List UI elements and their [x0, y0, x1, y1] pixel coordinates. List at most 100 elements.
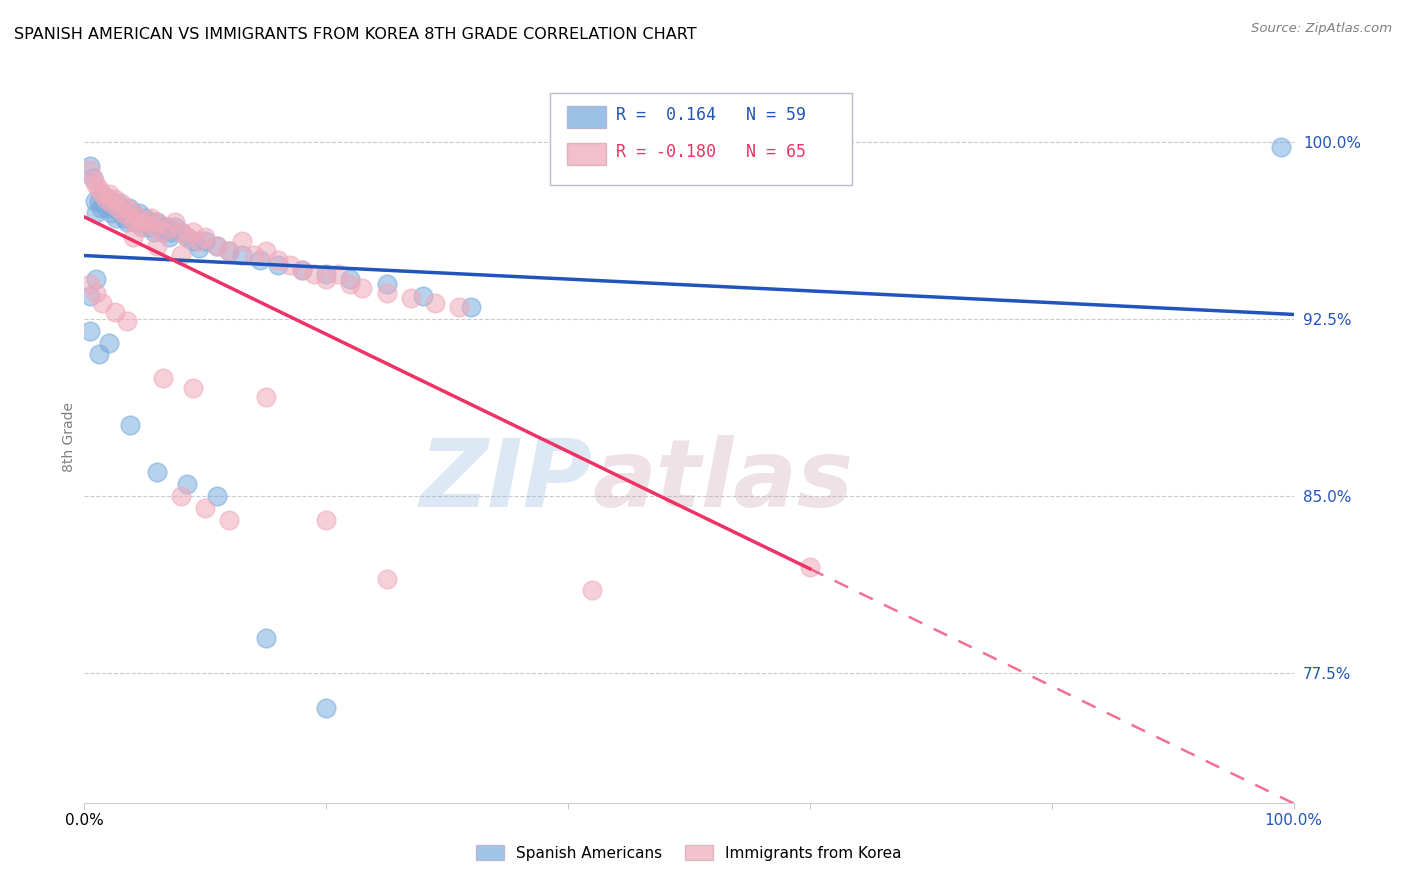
Point: [103, 196, 125, 211]
Text: Source: ZipAtlas.com: Source: ZipAtlas.com: [1251, 22, 1392, 36]
Point: [128, 211, 150, 225]
Point: [124, 215, 146, 229]
Legend: Spanish Americans, Immigrants from Korea: Spanish Americans, Immigrants from Korea: [468, 837, 910, 868]
Point: [231, 234, 253, 248]
Point: [143, 220, 166, 235]
FancyBboxPatch shape: [567, 106, 606, 128]
Point: [188, 241, 211, 255]
Point: [79, 159, 101, 173]
Point: [291, 262, 314, 277]
Point: [110, 196, 132, 211]
Point: [86, 206, 108, 220]
Point: [104, 305, 127, 319]
Text: R =  0.164   N = 59: R = 0.164 N = 59: [616, 106, 807, 124]
Point: [170, 248, 193, 262]
Point: [207, 239, 229, 253]
Point: [157, 229, 180, 244]
Point: [375, 572, 398, 586]
FancyBboxPatch shape: [550, 94, 852, 185]
Point: [423, 295, 446, 310]
Point: [218, 513, 240, 527]
Point: [115, 314, 138, 328]
Point: [352, 281, 374, 295]
Point: [97, 335, 120, 350]
Point: [115, 201, 138, 215]
Point: [165, 220, 187, 235]
Point: [194, 500, 217, 515]
Point: [107, 196, 129, 211]
Point: [104, 201, 127, 215]
Point: [114, 206, 136, 220]
Point: [143, 225, 166, 239]
Point: [170, 489, 193, 503]
Point: [165, 215, 187, 229]
Point: [267, 253, 290, 268]
Point: [315, 272, 337, 286]
Point: [86, 286, 108, 301]
Point: [104, 192, 127, 206]
Point: [581, 583, 603, 598]
Point: [97, 192, 120, 206]
Point: [339, 272, 361, 286]
Point: [231, 248, 253, 262]
Text: SPANISH AMERICAN VS IMMIGRANTS FROM KOREA 8TH GRADE CORRELATION CHART: SPANISH AMERICAN VS IMMIGRANTS FROM KORE…: [14, 27, 697, 42]
Point: [449, 301, 471, 315]
Point: [94, 201, 117, 215]
Point: [94, 192, 117, 206]
Point: [83, 173, 105, 187]
Point: [79, 324, 101, 338]
Point: [111, 201, 134, 215]
Point: [91, 187, 114, 202]
Point: [1270, 140, 1292, 154]
Point: [181, 234, 204, 248]
Point: [107, 201, 129, 215]
Point: [79, 288, 101, 302]
Point: [375, 286, 398, 301]
Point: [97, 187, 120, 202]
Point: [87, 194, 110, 208]
Point: [131, 220, 153, 235]
Point: [176, 229, 198, 244]
Point: [121, 206, 143, 220]
Point: [125, 211, 148, 225]
Point: [181, 380, 204, 394]
Point: [87, 347, 110, 361]
Point: [176, 229, 198, 244]
Point: [146, 215, 169, 229]
Point: [86, 272, 108, 286]
Point: [207, 239, 229, 253]
Point: [799, 559, 821, 574]
Point: [112, 211, 135, 225]
Point: [91, 187, 114, 202]
Point: [207, 489, 229, 503]
Point: [152, 225, 174, 239]
Point: [375, 277, 398, 291]
Point: [128, 206, 150, 220]
Point: [86, 178, 108, 192]
Point: [134, 211, 156, 225]
Y-axis label: 8th Grade: 8th Grade: [62, 402, 76, 472]
FancyBboxPatch shape: [567, 143, 606, 165]
Point: [155, 220, 177, 235]
Point: [188, 234, 211, 248]
Point: [267, 258, 290, 272]
Point: [254, 244, 277, 258]
Point: [120, 211, 142, 225]
Point: [170, 225, 193, 239]
Point: [194, 234, 217, 248]
Point: [131, 220, 153, 235]
Point: [146, 239, 169, 253]
Point: [112, 206, 135, 220]
Text: R = -0.180   N = 65: R = -0.180 N = 65: [616, 143, 807, 161]
Point: [181, 225, 204, 239]
Point: [254, 390, 277, 404]
Point: [129, 215, 152, 229]
Point: [104, 211, 127, 225]
Point: [339, 277, 361, 291]
Point: [122, 215, 145, 229]
Point: [136, 215, 159, 229]
Point: [157, 220, 180, 235]
Point: [138, 220, 160, 235]
Point: [120, 418, 142, 433]
Point: [134, 215, 156, 229]
